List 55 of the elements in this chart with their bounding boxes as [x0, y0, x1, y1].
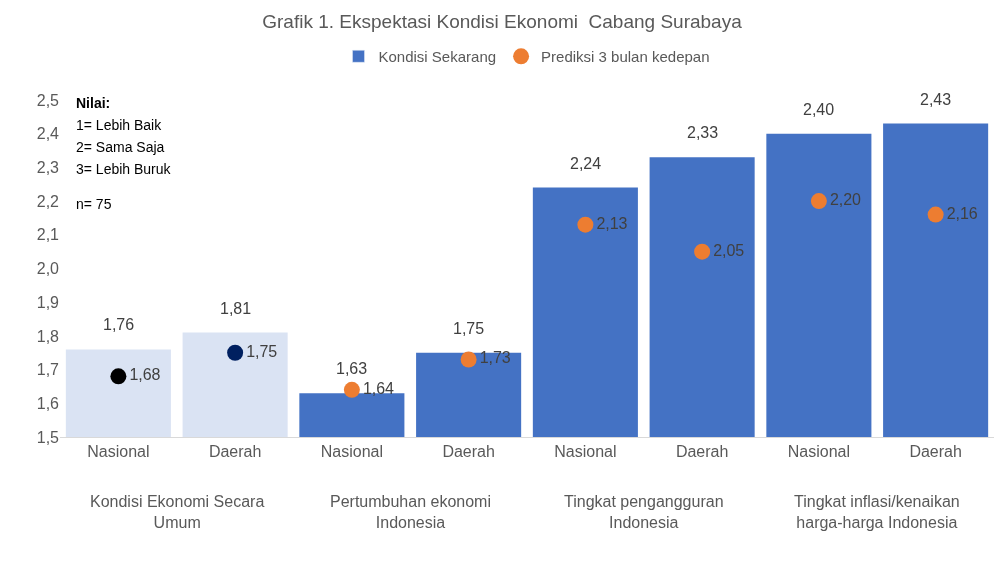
x-tick-label: Nasional — [87, 443, 150, 461]
data-label: 1,73 — [479, 349, 511, 367]
data-label: 1,76 — [103, 316, 135, 333]
data-label: 1,63 — [336, 360, 368, 377]
y-tick-label: 2,3 — [36, 159, 60, 176]
y-tick-label: 1,5 — [36, 428, 60, 446]
data-label: 2,40 — [803, 101, 835, 118]
text: Kondisi Ekonomi Secara Umum — [90, 493, 265, 531]
data-label: 2,33 — [687, 124, 719, 141]
text: Pertumbuhan ekonomi Indonesia — [330, 493, 491, 531]
x-tick-label: Nasional — [320, 443, 384, 461]
data-label: 2,24 — [570, 155, 602, 172]
annotation: 3= Lebih Buruk — [76, 161, 172, 177]
data-label: 1,64 — [362, 379, 395, 397]
y-tick-label: 1,7 — [36, 361, 60, 379]
y-tick-label: 2,1 — [36, 226, 60, 244]
text: Tingkat pengangguran Indonesia — [564, 493, 724, 531]
y-tick-label: 1,8 — [36, 327, 60, 345]
y-tick-label: 1,6 — [36, 394, 60, 412]
point — [460, 351, 477, 368]
legend-label: Prediksi 3 bulan kedepan — [541, 48, 710, 66]
data-label: 2,16 — [946, 204, 978, 222]
data-label: 2,05 — [713, 241, 745, 259]
x-tick-label: Daerah — [909, 443, 962, 461]
point — [577, 216, 594, 233]
data-label: 1,75 — [246, 342, 278, 360]
data-label: 2,20 — [829, 191, 862, 209]
x-tick-label: Nasional — [787, 443, 851, 461]
y-tick-label: 2,2 — [36, 192, 60, 210]
text: Tingkat inflasi/kenaikan harga-harga Indonesia — [794, 493, 960, 531]
point — [343, 381, 360, 398]
annotation: 2= Sama Saja — [76, 139, 165, 155]
y-tick-label: 2,4 — [36, 125, 60, 143]
point — [927, 206, 944, 223]
x-tick-label: Daerah — [442, 443, 495, 461]
chart-title: Grafik 1. Ekspektasi Kondisi Ekonomi Cabang Surabaya — [262, 10, 743, 32]
annotation: n= 75 — [76, 196, 112, 212]
annotation: 1= Lebih Baik — [76, 117, 163, 133]
data-label: 2,43 — [920, 91, 952, 108]
x-tick-label: Daerah — [675, 443, 729, 461]
y-tick-label: 2,0 — [36, 260, 60, 278]
data-label: 2,13 — [596, 214, 628, 232]
annotation: Nilai: — [76, 95, 111, 111]
x-tick-label: Nasional — [554, 443, 617, 461]
data-label: 1,75 — [453, 320, 485, 337]
y-tick-label: 2,5 — [36, 91, 60, 109]
data-label: 1,68 — [129, 366, 161, 384]
y-tick-label: 1,9 — [36, 293, 60, 311]
data-label: 1,81 — [220, 300, 252, 317]
point — [694, 243, 711, 260]
legend-label: Kondisi Sekarang — [378, 48, 497, 66]
point — [810, 193, 827, 210]
x-tick-label: Daerah — [208, 443, 262, 461]
point — [227, 344, 244, 361]
point — [110, 368, 127, 385]
